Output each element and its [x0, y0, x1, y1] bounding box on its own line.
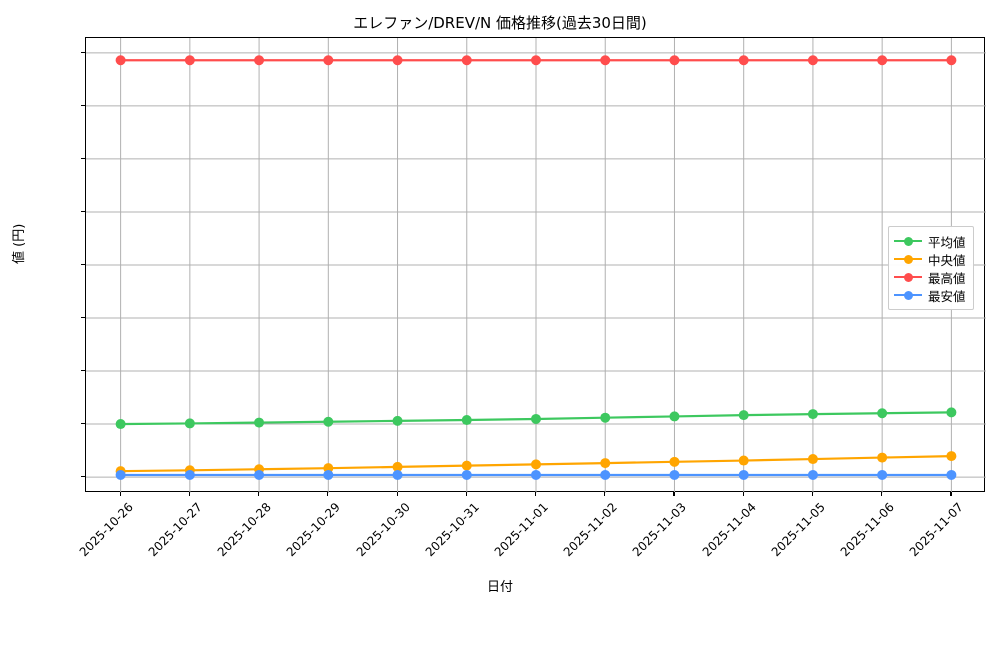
data-point	[461, 469, 472, 480]
data-point	[254, 469, 265, 480]
data-point	[738, 410, 749, 421]
legend-marker-icon	[894, 270, 922, 284]
legend-item[interactable]: 中央値	[894, 250, 966, 268]
plot-area	[85, 37, 986, 493]
x-tick-mark	[881, 492, 883, 496]
data-point	[323, 469, 334, 480]
data-point	[807, 409, 818, 420]
data-point	[392, 415, 403, 426]
x-tick-mark	[327, 492, 329, 496]
x-tick-mark	[673, 492, 675, 496]
y-tick-mark	[81, 104, 85, 107]
data-point	[669, 411, 680, 422]
data-point	[392, 461, 403, 472]
x-tick-mark	[535, 492, 537, 496]
x-axis-label: 日付	[486, 580, 513, 595]
y-axis-label: 値 (円)	[12, 223, 27, 264]
y-tick-mark	[81, 51, 85, 54]
x-tick-mark	[811, 492, 814, 496]
data-point	[254, 55, 265, 66]
data-point	[392, 469, 403, 480]
data-point	[877, 469, 888, 480]
legend-label: 中央値	[928, 252, 966, 268]
x-tick-mark	[258, 492, 260, 496]
data-point	[461, 460, 472, 471]
data-point	[669, 456, 680, 467]
legend-label: 平均値	[928, 234, 966, 250]
data-point	[461, 415, 472, 426]
data-point	[946, 469, 957, 480]
data-point	[531, 413, 541, 424]
data-point	[669, 469, 680, 480]
data-point	[531, 55, 541, 66]
data-point	[115, 55, 126, 66]
legend-item[interactable]: 最安値	[894, 286, 966, 304]
chart-figure: エレファン/DREV/N 価格推移(過去30日間) 値 (円) 日付 02505…	[12, 14, 986, 595]
x-tick-mark	[604, 492, 606, 496]
data-point	[600, 55, 611, 66]
data-point	[600, 458, 611, 469]
chart-title: エレファン/DREV/N 価格推移(過去30日間)	[353, 14, 647, 32]
x-tick-mark	[950, 492, 952, 496]
y-tick-mark	[81, 370, 85, 372]
y-tick-mark	[81, 317, 85, 319]
data-point	[738, 55, 749, 66]
data-point	[254, 417, 265, 428]
data-point	[669, 55, 680, 66]
data-point	[807, 469, 818, 480]
y-tick-mark	[81, 157, 85, 160]
x-tick-mark	[396, 492, 398, 496]
data-point	[115, 469, 126, 480]
legend-marker-icon	[894, 288, 922, 302]
data-series-layer	[115, 55, 957, 480]
legend-item[interactable]: 最高値	[894, 268, 966, 286]
data-point	[531, 459, 541, 470]
data-point	[600, 469, 611, 480]
x-tick-mark	[742, 492, 744, 496]
data-point	[946, 451, 957, 462]
data-point	[115, 419, 126, 430]
data-point	[392, 55, 403, 66]
y-tick-mark	[81, 423, 85, 425]
legend-label: 最安値	[928, 288, 966, 304]
y-tick-mark	[81, 476, 85, 478]
data-point	[946, 55, 957, 66]
legend-item[interactable]: 平均値	[894, 232, 966, 250]
data-point	[807, 55, 818, 66]
data-point	[600, 412, 611, 423]
data-point	[807, 454, 818, 465]
data-point	[738, 455, 749, 466]
data-point	[323, 416, 334, 427]
y-tick-mark	[81, 263, 85, 266]
legend-marker-icon	[894, 234, 922, 248]
chart-legend: 平均値中央値最高値最安値	[888, 226, 974, 310]
x-tick-mark	[465, 492, 467, 496]
data-point	[877, 452, 888, 463]
data-point	[184, 469, 195, 480]
data-point	[323, 55, 334, 66]
data-point	[461, 55, 472, 66]
y-tick-mark	[81, 210, 85, 213]
data-point	[531, 469, 541, 480]
data-point	[946, 407, 957, 418]
data-point	[877, 408, 888, 419]
legend-marker-icon	[894, 252, 922, 266]
legend-label: 最高値	[928, 270, 966, 286]
x-tick-mark	[188, 492, 191, 496]
data-point	[184, 418, 195, 429]
data-point	[184, 55, 195, 66]
x-tick-mark	[119, 492, 121, 496]
data-point	[877, 55, 888, 66]
data-point	[738, 469, 749, 480]
